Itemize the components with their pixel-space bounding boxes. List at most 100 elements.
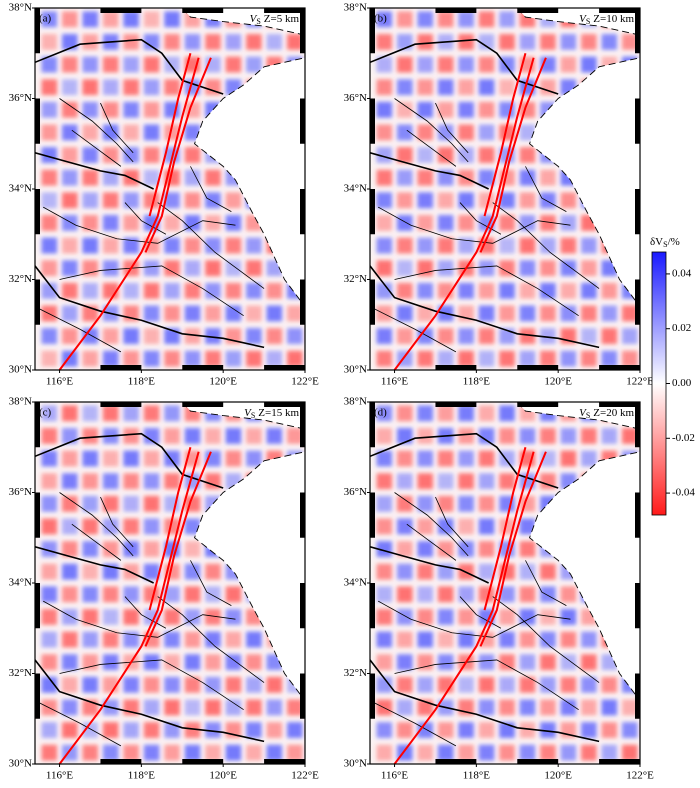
velocity-field [370, 402, 658, 764]
checker-cell [102, 586, 119, 603]
checker-cell [82, 11, 98, 28]
checker-cell [266, 124, 283, 141]
checker-cell [184, 328, 201, 344]
checker-cell [266, 428, 283, 444]
checker-cell [225, 192, 242, 209]
checker-cell [458, 147, 474, 163]
checker-cell [287, 699, 303, 716]
fault-line [394, 265, 579, 317]
checker-cell [143, 282, 160, 299]
checker-cell [519, 405, 536, 422]
checker-cell [41, 56, 58, 73]
checker-cell [642, 654, 658, 670]
checker-cell [376, 609, 393, 625]
checker-cell [307, 632, 323, 648]
checker-cell [437, 11, 454, 28]
checker-cell [397, 495, 413, 512]
checker-cell [143, 11, 160, 28]
checker-cell [458, 34, 474, 50]
checker-cell [519, 124, 536, 141]
checker-cell [376, 563, 393, 580]
checker-cell [205, 744, 221, 761]
checker-cell [560, 744, 577, 761]
checker-cell [41, 586, 58, 603]
checker-cell [246, 744, 262, 761]
checker-cell [437, 654, 454, 671]
checker-cell [417, 79, 433, 96]
title-subscript: S [256, 17, 260, 26]
checker-cell [102, 215, 119, 231]
checker-cell [642, 541, 658, 557]
frame-bar [35, 583, 40, 629]
checker-cell [123, 631, 139, 648]
checker-cell [143, 260, 160, 277]
checker-cell [642, 11, 658, 27]
checker-cell [205, 405, 221, 422]
checker-cell [622, 169, 638, 186]
colorbar-tick-label: -0.04 [672, 487, 695, 499]
checker-cell [397, 450, 413, 467]
checker-cell [246, 282, 262, 299]
checker-cell [307, 238, 323, 254]
checker-cell [82, 631, 98, 648]
checker-cell [82, 169, 98, 186]
checker-cell [417, 518, 433, 535]
checker-cell [246, 518, 262, 535]
checker-cell [266, 101, 283, 118]
frame-bar [35, 279, 40, 325]
checker-cell [437, 744, 454, 761]
checker-cell [62, 563, 78, 580]
checker-cell [478, 722, 495, 738]
panel-title: VS Z=10 km [579, 13, 634, 26]
checker-cell [519, 563, 536, 580]
fault-line [59, 659, 244, 711]
tanlu-fault [58, 451, 200, 765]
checker-cell [601, 722, 618, 738]
frame-bar [264, 759, 305, 764]
frame-bar [599, 8, 640, 13]
checker-cell [41, 260, 58, 277]
coastline [181, 401, 306, 764]
title-quantity: V [250, 13, 258, 25]
checker-cell [266, 586, 283, 603]
frame-bar [370, 189, 375, 235]
checker-cell [581, 34, 597, 50]
checker-cell [123, 722, 139, 738]
checker-cell [225, 79, 242, 96]
checker-cell [266, 305, 283, 322]
checker-cell [601, 282, 618, 299]
checker-cell [458, 609, 474, 625]
checker-cell [225, 305, 242, 322]
frame-bar [35, 673, 40, 719]
checker-cell [376, 631, 393, 648]
checker-cell [397, 124, 413, 141]
fault-line [492, 596, 600, 683]
checker-cell [41, 541, 58, 557]
checker-cell [143, 328, 160, 344]
checker-cell [41, 192, 58, 209]
checker-cell [581, 699, 597, 716]
checker-cell [225, 631, 242, 648]
checker-cell [266, 699, 283, 716]
checker-cell [82, 56, 98, 73]
tanlu-fault [483, 446, 527, 611]
checker-cell [581, 350, 597, 367]
checker-cell [417, 473, 433, 490]
checker-cell [601, 631, 618, 648]
checker-cell [478, 495, 495, 512]
checker-cell [307, 147, 323, 163]
checker-cell [642, 34, 658, 50]
frame-bar [435, 365, 477, 370]
checker-cell [307, 428, 323, 444]
checker-cell [102, 722, 119, 738]
fault-line [406, 129, 457, 167]
checker-cell [82, 518, 98, 535]
checker-cell [62, 450, 78, 467]
checker-cell [225, 124, 242, 141]
checker-cell [560, 654, 577, 671]
checker-cell [478, 79, 495, 96]
checker-cell [581, 541, 597, 557]
checker-cell [417, 350, 433, 367]
checker-cell [581, 631, 597, 648]
checker-cell [642, 632, 658, 648]
